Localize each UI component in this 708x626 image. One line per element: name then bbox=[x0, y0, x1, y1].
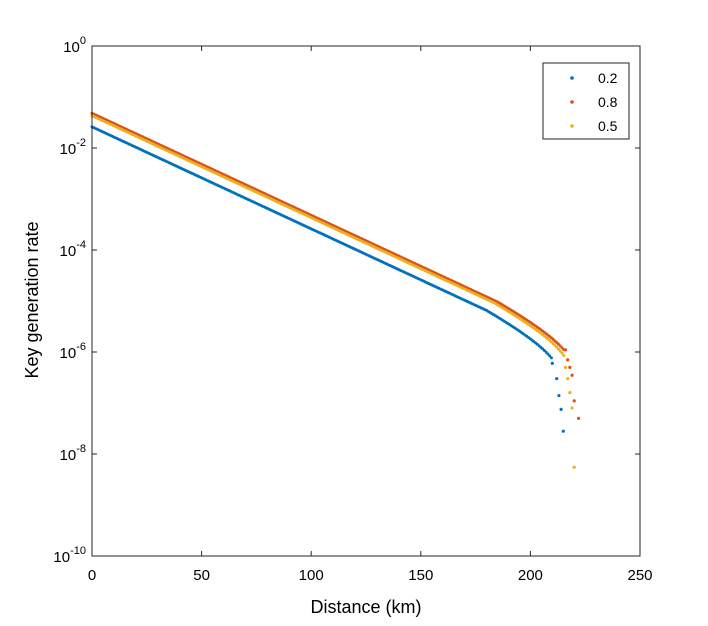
y-tick-label: 100 bbox=[63, 35, 86, 56]
data-point bbox=[566, 358, 570, 362]
x-tick-label: 250 bbox=[627, 567, 652, 584]
x-tick-label: 0 bbox=[88, 567, 96, 584]
data-point bbox=[568, 365, 572, 369]
series-0.2 bbox=[90, 125, 565, 433]
plot-frame bbox=[91, 45, 641, 557]
data-point bbox=[563, 365, 568, 369]
x-tick-label: 200 bbox=[518, 567, 543, 584]
y-tick-exponent: -2 bbox=[76, 137, 86, 149]
x-tick-label: 100 bbox=[299, 567, 324, 584]
y-tick-label: 10-4 bbox=[60, 239, 86, 260]
x-axis: 0 50 100 150 200 250 bbox=[88, 46, 653, 584]
data-point bbox=[572, 465, 576, 469]
data-point bbox=[549, 356, 553, 360]
series-layer bbox=[90, 111, 581, 469]
data-point bbox=[570, 373, 574, 377]
data-point bbox=[556, 347, 560, 351]
y-tick-base: 10 bbox=[63, 39, 80, 56]
data-point bbox=[550, 361, 554, 365]
y-tick-base: 10 bbox=[60, 141, 77, 158]
data-point bbox=[560, 351, 564, 355]
y-tick-label: 10-8 bbox=[60, 443, 86, 464]
y-tick-exponent: -4 bbox=[76, 239, 86, 251]
data-point bbox=[563, 348, 568, 352]
data-point bbox=[548, 354, 552, 358]
y-tick-base: 10 bbox=[60, 243, 77, 260]
y-tick-exponent: -10 bbox=[70, 545, 86, 557]
data-point bbox=[558, 349, 562, 353]
legend-label: 0.2 bbox=[598, 70, 618, 86]
data-point bbox=[562, 353, 566, 357]
y-tick-label: 10-10 bbox=[53, 545, 86, 566]
data-point bbox=[560, 346, 564, 350]
x-tick-label: 50 bbox=[193, 567, 210, 584]
data-point bbox=[555, 345, 559, 349]
legend-marker-0.5 bbox=[570, 124, 574, 128]
data-point bbox=[577, 416, 581, 420]
legend-box bbox=[542, 62, 630, 140]
data-point bbox=[557, 393, 561, 398]
legend-label: 0.5 bbox=[598, 118, 618, 134]
data-point bbox=[570, 406, 574, 410]
data-point bbox=[555, 377, 559, 381]
legend-marker-0.8 bbox=[570, 100, 574, 104]
data-point bbox=[559, 407, 563, 411]
y-tick-exponent: -8 bbox=[76, 443, 86, 455]
series-0.8 bbox=[90, 111, 581, 420]
y-tick-base: 10 bbox=[60, 345, 77, 362]
y-tick-exponent: -6 bbox=[76, 341, 86, 353]
y-tick-label: 10-6 bbox=[60, 341, 86, 362]
y-tick-label: 10-2 bbox=[60, 137, 86, 158]
data-point bbox=[546, 352, 550, 356]
data-point bbox=[572, 399, 576, 403]
y-axis-label: Key generation rate bbox=[22, 221, 42, 378]
legend: 0.2 0.8 0.5 bbox=[542, 62, 630, 140]
x-axis-label: Distance (km) bbox=[310, 597, 421, 617]
data-point bbox=[566, 377, 570, 381]
y-tick-base: 10 bbox=[60, 447, 77, 464]
legend-label: 0.8 bbox=[598, 94, 618, 110]
x-tick-label: 150 bbox=[408, 567, 433, 584]
series-0.5 bbox=[90, 114, 576, 469]
y-tick-exponent: 0 bbox=[80, 35, 86, 47]
legend-marker-0.2 bbox=[570, 76, 574, 80]
y-tick-base: 10 bbox=[53, 549, 70, 566]
data-point bbox=[568, 390, 572, 395]
data-point bbox=[561, 429, 565, 433]
